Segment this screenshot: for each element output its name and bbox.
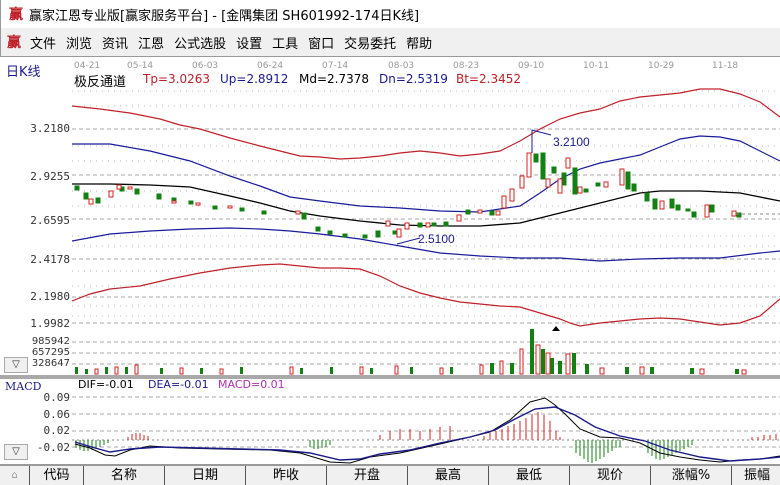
date-tick: 08-23 (453, 61, 480, 71)
collapse-volume-button[interactable]: ▽ (4, 357, 28, 373)
macd-title: MACD (5, 380, 42, 393)
volume-axis-label: 985942 (31, 336, 70, 347)
volume-axis-label: 328647 (31, 358, 70, 369)
price-axis-label: 3.2180 (30, 122, 70, 135)
col-code[interactable]: 代码 (30, 466, 84, 485)
macd-axis-label: 0.02 (43, 424, 71, 437)
price-axis-label: 2.4178 (30, 253, 70, 266)
macd-dif: DIF=-0.01 (78, 378, 134, 391)
menu-bar: 赢 文件 浏览 资讯 江恩 公式选股 设置 工具 窗口 交易委托 帮助 (0, 28, 780, 56)
price-axis-label: 2.6595 (30, 214, 70, 227)
col-prev-close[interactable]: 昨收 (246, 466, 327, 485)
menu-tools[interactable]: 工具 (272, 36, 299, 52)
date-tick: 07-14 (322, 61, 349, 71)
kline-chart-panel[interactable]: 日K线 04-21 05-14 06-03 06-24 07-14 08-03 … (0, 56, 780, 464)
date-tick: 08-03 (388, 61, 415, 71)
indicator-name: 极反通道 (74, 75, 127, 90)
macd-axis-label: -0.02 (36, 441, 70, 454)
col-date[interactable]: 日期 (165, 466, 246, 485)
volume-bars (75, 329, 747, 375)
col-change-pct[interactable]: 涨幅% (651, 466, 732, 485)
date-tick: 11-18 (712, 61, 739, 71)
price-axis-label: 2.1980 (30, 290, 70, 303)
col-name[interactable]: 名称 (84, 466, 165, 485)
quote-table-header: ⌂ 代码 名称 日期 昨收 开盘 最高 最低 现价 涨幅% 振幅 (0, 464, 780, 485)
collapse-macd-button[interactable]: ▽ (4, 444, 28, 460)
date-tick: 05-14 (127, 61, 154, 71)
window-title: 赢家江恩专业版[赢家服务平台] - [金隅集团 SH601992-174日K线] (29, 8, 420, 24)
indicator-up: Up=2.8912 (220, 72, 289, 86)
col-open[interactable]: 开盘 (327, 466, 408, 485)
menu-browse[interactable]: 浏览 (66, 36, 93, 52)
kline-plot: 3.2100 2.5100 (72, 88, 780, 375)
price-axis-label: 1.9982 (30, 317, 70, 330)
col-high[interactable]: 最高 (408, 466, 489, 485)
macd-axis-label: 0.09 (43, 391, 71, 404)
menu-formula-screener[interactable]: 公式选股 (174, 36, 227, 52)
menu-window[interactable]: 窗口 (308, 36, 335, 52)
indicator-dn: Dn=2.5319 (379, 72, 448, 86)
menu-gann[interactable]: 江恩 (138, 36, 165, 52)
table-corner-icon[interactable]: ⌂ (0, 466, 30, 485)
date-tick: 10-11 (583, 61, 610, 71)
menu-trade[interactable]: 交易委托 (344, 36, 397, 52)
date-tick: 04-21 (74, 61, 101, 71)
menu-news[interactable]: 资讯 (102, 36, 129, 52)
menu-help[interactable]: 帮助 (406, 36, 433, 52)
date-tick: 06-03 (192, 61, 219, 71)
candlesticks (74, 152, 780, 239)
macd-dea: DEA=-0.01 (148, 378, 209, 391)
app-logo-icon: 赢 (9, 7, 23, 23)
window-titlebar: 赢 赢家江恩专业版[赢家服务平台] - [金隅集团 SH601992-174日K… (0, 0, 780, 28)
date-tick: 09-10 (518, 61, 545, 71)
macd-axis-label: 0.06 (43, 408, 71, 421)
svg-text:3.2100: 3.2100 (553, 135, 590, 149)
col-price[interactable]: 现价 (570, 466, 651, 485)
indicator-md: Md=2.7378 (299, 72, 370, 86)
panel-divider[interactable] (0, 375, 780, 379)
indicator-tp: Tp=3.0263 (143, 72, 210, 86)
price-axis-label: 2.9255 (30, 170, 70, 183)
date-tick: 06-24 (257, 61, 284, 71)
date-tick: 10-29 (648, 61, 675, 71)
period-label: 日K线 (6, 65, 41, 80)
svg-text:2.5100: 2.5100 (418, 232, 455, 246)
app-menu-logo-icon[interactable]: 赢 (7, 35, 21, 51)
macd-plot (72, 396, 780, 464)
menu-settings[interactable]: 设置 (236, 36, 263, 52)
col-low[interactable]: 最低 (489, 466, 570, 485)
col-amplitude[interactable]: 振幅 (744, 468, 771, 483)
macd-value: MACD=0.01 (218, 378, 285, 391)
menu-file[interactable]: 文件 (30, 36, 57, 52)
volume-axis-label: 657295 (31, 347, 70, 358)
indicator-bt: Bt=2.3452 (456, 72, 521, 86)
